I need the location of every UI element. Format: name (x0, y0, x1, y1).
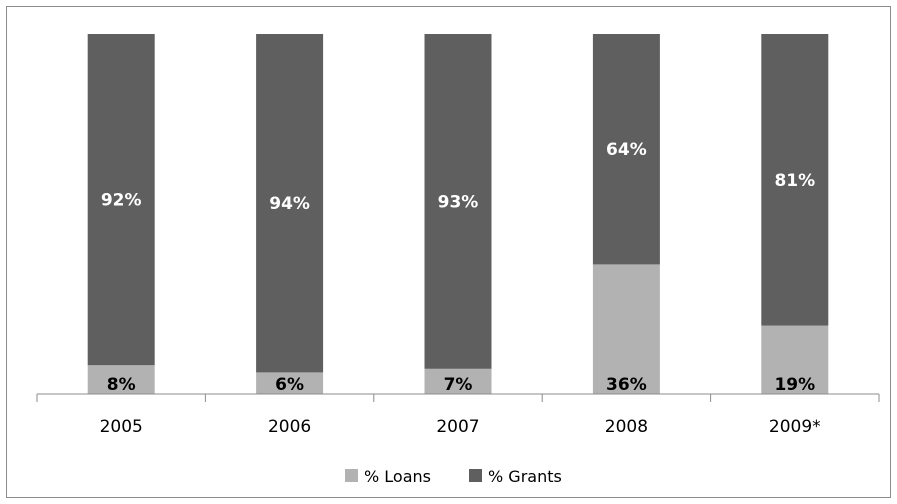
legend-swatch-loans (345, 469, 358, 482)
x-axis: 2005 2006 2007 2008 2009* (36, 393, 880, 437)
data-label-grants-2009: 81% (774, 171, 815, 191)
x-tick-label: 2006 (268, 417, 311, 437)
bar-loans-2009 (761, 325, 829, 394)
bar-loans-2005 (87, 365, 155, 394)
bar-loans-2006 (256, 372, 324, 394)
data-label-grants-2008: 64% (606, 140, 647, 160)
x-tick-label: 2009* (769, 417, 821, 437)
data-labels-layer: 8% 92% 6% 94% 7% 93% 36% 64% 19% 81% (101, 140, 815, 395)
bar-loans-2008 (592, 264, 660, 394)
legend-label-grants: % Grants (488, 467, 562, 486)
bar-loans-2007 (424, 368, 492, 394)
legend-label-loans: % Loans (364, 467, 431, 486)
x-tick-label: 2007 (436, 417, 479, 437)
data-label-loans-2009: 19% (774, 375, 815, 395)
x-tick-label: 2005 (100, 417, 143, 437)
data-label-grants-2005: 92% (101, 191, 142, 211)
data-label-grants-2006: 94% (269, 194, 310, 214)
bar-grants-2009 (761, 34, 829, 326)
data-label-loans-2007: 7% (444, 375, 473, 395)
legend-swatch-grants (469, 469, 482, 482)
bar-grants-2006 (256, 34, 324, 373)
bar-grants-2008 (592, 34, 660, 265)
legend: % Loans % Grants (345, 467, 562, 486)
data-label-grants-2007: 93% (438, 192, 479, 212)
bar-grants-2007 (424, 34, 492, 369)
bars-layer (87, 34, 829, 394)
data-label-loans-2008: 36% (606, 375, 647, 395)
data-label-loans-2006: 6% (275, 375, 304, 395)
x-tick-label: 2008 (605, 417, 648, 437)
bar-grants-2005 (87, 34, 155, 366)
data-label-loans-2005: 8% (107, 375, 136, 395)
